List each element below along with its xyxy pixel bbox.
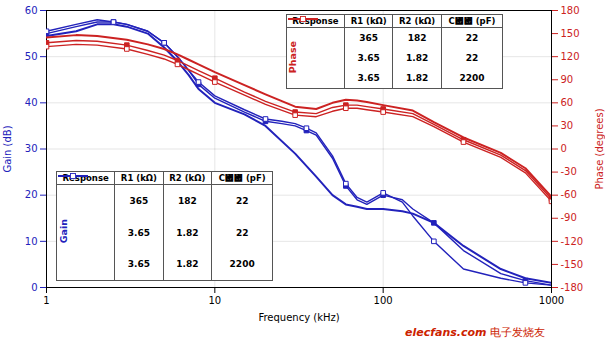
html-text:22: 22 (465, 53, 479, 63)
html-text:R2 (kΩ): R2 (kΩ) (399, 16, 436, 27)
html-text:182: 182 (407, 33, 427, 44)
html-text:2200: 2200 (229, 259, 255, 270)
svg-text:-90: -90 (561, 212, 577, 223)
svg-text:0: 0 (31, 282, 37, 293)
html-text:182: 182 (177, 195, 197, 206)
html-text:1.82: 1.82 (406, 72, 429, 83)
svg-text:-30: -30 (561, 166, 577, 177)
html-text:1.82: 1.82 (176, 227, 199, 238)
html-text:Response: Response (292, 16, 339, 27)
svg-text:100: 100 (374, 295, 393, 306)
svg-text:10: 10 (208, 295, 221, 306)
html-text:R1 (kΩ): R1 (kΩ) (350, 16, 387, 27)
html-text:C₟₟ (pF): C₟₟ (pF) (448, 16, 496, 27)
html-text:365: 365 (359, 33, 379, 44)
svg-text:30: 30 (561, 120, 574, 131)
svg-text:0: 0 (561, 143, 567, 154)
html-text:22: 22 (235, 195, 249, 206)
html-text:R1 (kΩ): R1 (kΩ) (120, 172, 157, 183)
html-text:3.65: 3.65 (357, 53, 380, 63)
svg-text:Phase (degrees): Phase (degrees) (594, 108, 605, 189)
html-text:3.65: 3.65 (357, 72, 380, 83)
svg-text:20: 20 (25, 189, 38, 200)
svg-text:-60: -60 (561, 189, 577, 200)
html-text:22: 22 (465, 33, 479, 44)
svg-text:60: 60 (561, 97, 574, 108)
svg-text:40: 40 (25, 97, 38, 108)
html-text:Gain: Gain (57, 219, 69, 244)
html-text:1.82: 1.82 (176, 259, 199, 270)
svg-text:30: 30 (25, 143, 38, 154)
svg-text:90: 90 (561, 74, 574, 85)
svg-text:150: 150 (561, 28, 580, 39)
svg-text:-120: -120 (561, 236, 584, 247)
html-text:22: 22 (235, 227, 249, 238)
svg-text:Gain (dB): Gain (dB) (2, 125, 13, 172)
svg-text:120: 120 (561, 51, 580, 62)
html-text:Response: Response (62, 172, 109, 183)
svg-text:60: 60 (25, 5, 38, 16)
svg-text:10: 10 (25, 236, 38, 247)
html-text:365: 365 (129, 195, 149, 206)
svg-text:180: 180 (561, 5, 580, 16)
html-text:Phase: Phase (287, 40, 299, 74)
html-text:2200: 2200 (459, 72, 485, 83)
html-text:3.65: 3.65 (127, 227, 150, 238)
html-text:3.65: 3.65 (127, 259, 150, 270)
html-text:C₟₟ (pF): C₟₟ (pF) (218, 172, 266, 183)
svg-text:Frequency (kHz): Frequency (kHz) (258, 312, 339, 323)
svg-text:1000: 1000 (539, 295, 564, 306)
html-text:1.82: 1.82 (406, 53, 429, 63)
svg-text:-180: -180 (561, 282, 584, 293)
svg-text:1: 1 (43, 295, 49, 306)
svg-text:50: 50 (25, 51, 38, 62)
html-text:elecfans.com电子发烧友: elecfans.com电子发烧友 (405, 326, 545, 339)
svg-text:-150: -150 (561, 259, 584, 270)
html-text:R2 (kΩ): R2 (kΩ) (169, 172, 206, 183)
